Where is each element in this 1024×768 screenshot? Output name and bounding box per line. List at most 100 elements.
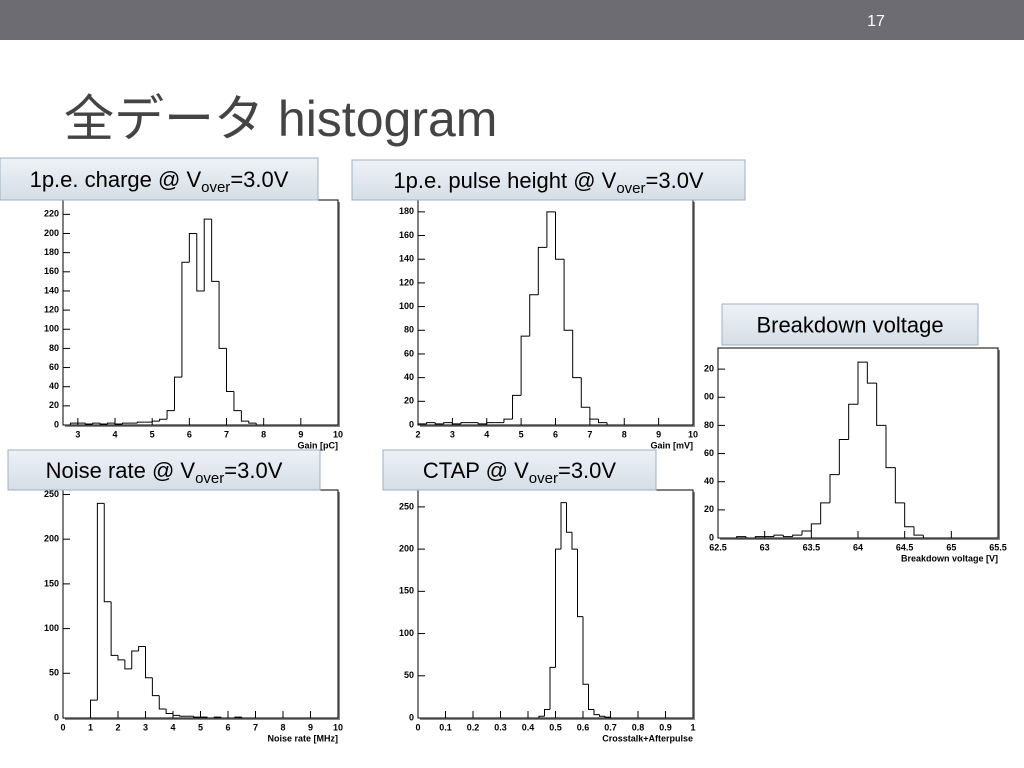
histogram-bin: [754, 536, 765, 538]
x-tick-label: 0.1: [439, 722, 452, 732]
x-tick-label: 8: [280, 722, 285, 732]
x-axis-label: Gain [mV]: [650, 440, 693, 450]
x-tick-label: 7: [587, 429, 592, 439]
x-tick-label: 4: [170, 722, 175, 732]
histogram-bin: [544, 709, 550, 717]
title-box: [382, 449, 657, 491]
histogram-bin: [555, 211, 565, 260]
histogram-bin: [84, 423, 93, 425]
histogram-bin: [220, 717, 228, 719]
y-tick-label: 100: [44, 623, 59, 633]
histogram-bin: [577, 549, 583, 618]
y-tick-label: 0: [709, 532, 714, 542]
chart-title-part: =3.0V: [224, 458, 282, 483]
histogram-bin: [566, 502, 572, 533]
x-tick-label: 4: [113, 429, 118, 439]
y-tick-label: 0: [409, 419, 414, 429]
x-axis-label: Gain [pC]: [298, 440, 339, 450]
histogram-bin: [90, 699, 98, 718]
histogram-bin: [145, 646, 153, 679]
x-tick-label: 3: [143, 722, 148, 732]
x-tick-label: 0.7: [604, 722, 617, 732]
y-tick-label: 100: [44, 324, 59, 334]
histogram-bin: [555, 548, 561, 668]
x-tick-label: 9: [298, 429, 303, 439]
histogram-bin: [211, 219, 220, 282]
chart-title: Breakdown voltage: [756, 313, 943, 338]
x-tick-label: 8: [261, 429, 266, 439]
histogram-bin: [810, 523, 821, 531]
y-tick-label: 0: [409, 712, 414, 722]
histogram-bin: [136, 421, 145, 424]
histogram-bin: [131, 650, 139, 669]
x-tick-label: 0.4: [522, 722, 535, 732]
slide-title: 全データ histogram: [64, 91, 497, 147]
histogram-bin: [904, 502, 914, 528]
x-tick-label: 65: [946, 542, 956, 552]
y-tick-label: 20: [704, 504, 714, 514]
chart-title-part: =3.0V: [646, 168, 704, 193]
y-tick-label: 140: [44, 285, 59, 295]
x-tick-label: 6: [225, 722, 230, 732]
histogram-bin: [477, 422, 487, 425]
y-tick-label: 00: [704, 392, 714, 402]
title-box: [0, 157, 319, 201]
y-tick-label: 80: [704, 420, 714, 430]
histogram-bin: [69, 422, 78, 425]
histogram-bin: [196, 233, 205, 292]
x-tick-label: 9: [656, 429, 661, 439]
chart-title-part: 1p.e. charge @ V: [30, 167, 202, 192]
histogram-bin: [572, 330, 582, 379]
x-tick-label: 7: [253, 722, 258, 732]
histogram-bin: [549, 666, 556, 710]
histogram-bin: [520, 335, 530, 396]
histogram-bin: [138, 645, 146, 651]
y-tick-label: 200: [399, 543, 414, 553]
x-tick-label: 1: [88, 722, 93, 732]
chart-title: CTAP @ Vover=3.0V: [423, 458, 616, 487]
histogram-bin: [417, 423, 427, 425]
x-tick-label: 0.3: [494, 722, 507, 732]
histogram-bin: [92, 422, 101, 425]
histogram-bin: [233, 391, 242, 412]
histogram-bin: [560, 502, 567, 550]
histogram-bin: [248, 421, 257, 424]
chart-title: 1p.e. pulse height @ Vover=3.0V: [393, 168, 704, 197]
x-tick-label: 64: [853, 542, 863, 552]
histogram-bin: [894, 467, 905, 504]
histogram-bin: [151, 420, 160, 423]
histogram-bin: [166, 410, 175, 420]
y-tick-label: 160: [399, 230, 414, 240]
y-tick-label: 80: [404, 325, 414, 335]
chart-title-part: =3.0V: [558, 458, 616, 483]
x-tick-label: 6: [187, 429, 192, 439]
histogram-bin: [241, 717, 249, 719]
y-tick-label: 20: [704, 363, 714, 373]
y-tick-label: 200: [44, 228, 59, 238]
histogram-bin: [165, 709, 173, 715]
y-tick-label: 0: [54, 419, 59, 429]
histogram-bin: [181, 261, 190, 378]
histogram-bin: [203, 218, 212, 291]
x-tick-label: 7: [224, 429, 229, 439]
x-tick-label: 4: [484, 429, 489, 439]
x-tick-label: 62.5: [709, 542, 727, 552]
histogram-bin: [838, 438, 849, 475]
histogram-bin: [443, 422, 453, 424]
x-tick-label: 63: [760, 542, 770, 552]
histogram-bin: [922, 535, 933, 539]
chart-title-part: over: [201, 179, 230, 196]
y-tick-label: 80: [49, 343, 59, 353]
chart-title-part: Noise rate @ V: [46, 458, 196, 483]
y-tick-label: 220: [44, 209, 59, 219]
x-tick-label: 65.5: [989, 542, 1007, 552]
chart-title-part: Breakdown voltage: [756, 313, 943, 338]
x-tick-label: 0.9: [659, 722, 672, 732]
x-tick-label: 5: [150, 429, 155, 439]
y-tick-label: 40: [404, 372, 414, 382]
histogram-bin: [172, 713, 180, 716]
x-tick-label: 2: [415, 429, 420, 439]
histogram-bin: [255, 423, 264, 426]
x-tick-label: 63.5: [803, 542, 821, 552]
